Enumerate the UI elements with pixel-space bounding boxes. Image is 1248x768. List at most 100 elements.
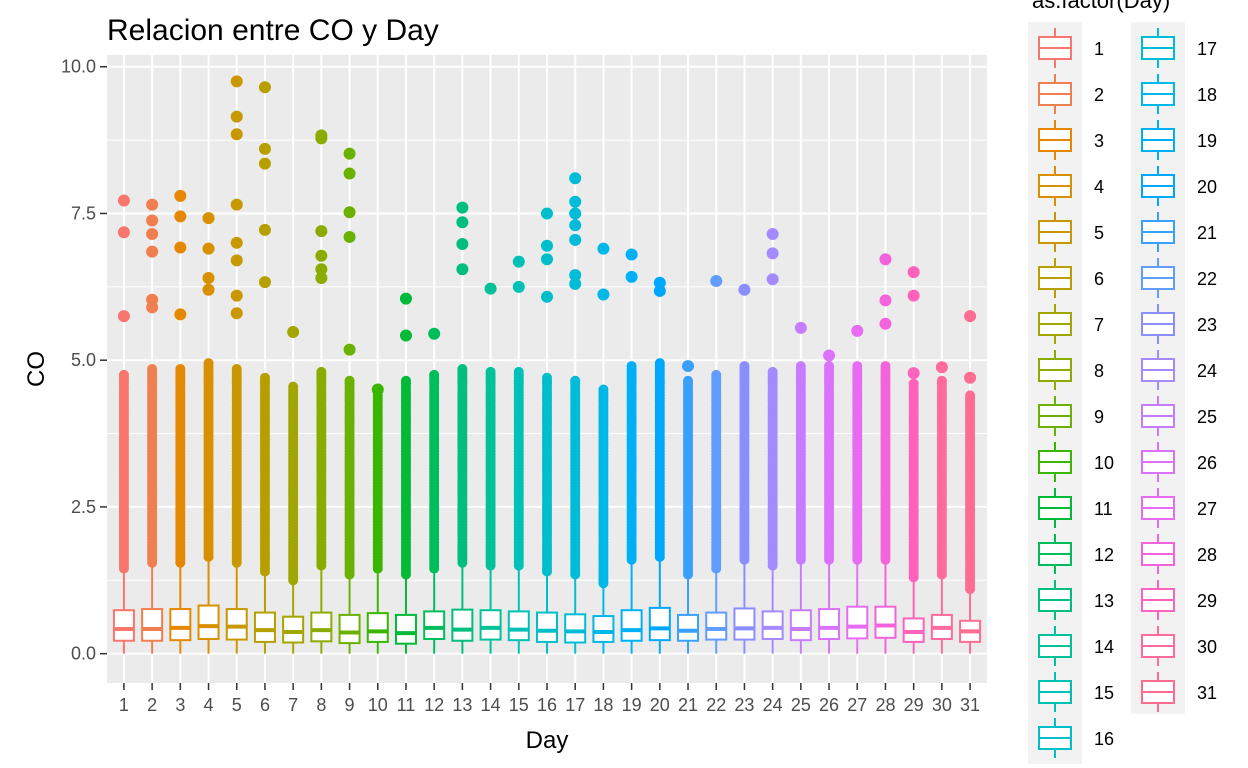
x-tick-label: 20 bbox=[650, 695, 670, 715]
legend-item-17: 17 bbox=[1141, 28, 1217, 68]
x-tick-label: 14 bbox=[481, 695, 501, 715]
box-9 bbox=[338, 147, 361, 654]
box-body bbox=[451, 608, 474, 642]
outlier-point bbox=[230, 307, 243, 320]
legend-label: 28 bbox=[1197, 545, 1217, 565]
outlier-point bbox=[485, 366, 496, 377]
legend-label: 17 bbox=[1197, 39, 1217, 59]
legend-title: as.factor(Day) bbox=[1032, 0, 1170, 13]
legend-item-13: 13 bbox=[1038, 580, 1114, 620]
chart-title: Relacion entre CO y Day bbox=[107, 14, 439, 47]
outlier-point bbox=[569, 207, 582, 220]
box-4 bbox=[197, 212, 220, 654]
outlier-point bbox=[880, 361, 891, 372]
legend-item-23: 23 bbox=[1141, 304, 1217, 344]
outlier-point bbox=[117, 226, 130, 239]
x-tick-label: 26 bbox=[819, 695, 839, 715]
outlier-point bbox=[230, 236, 243, 249]
box-26 bbox=[818, 349, 841, 654]
outlier-point bbox=[456, 216, 469, 229]
legend-label: 6 bbox=[1094, 269, 1104, 289]
legend-item-5: 5 bbox=[1038, 212, 1104, 252]
box-body bbox=[648, 606, 671, 642]
outlier-point bbox=[202, 283, 215, 296]
outlier-point bbox=[570, 375, 581, 386]
box-body bbox=[423, 610, 446, 640]
legend-item-24: 24 bbox=[1141, 350, 1217, 390]
outlier-point bbox=[343, 147, 356, 160]
x-tick-label: 3 bbox=[175, 695, 185, 715]
outlier-point bbox=[343, 167, 356, 180]
outlier-point bbox=[146, 214, 159, 227]
legend-item-3: 3 bbox=[1038, 120, 1104, 160]
outlier-point bbox=[428, 327, 441, 340]
outlier-point bbox=[258, 276, 271, 289]
box-body bbox=[592, 615, 615, 643]
box-15 bbox=[507, 255, 530, 654]
legend-label: 12 bbox=[1094, 545, 1114, 565]
outlier-point bbox=[569, 233, 582, 246]
legend-item-6: 6 bbox=[1038, 258, 1104, 298]
box-body bbox=[818, 608, 841, 640]
legend-label: 7 bbox=[1094, 315, 1104, 335]
box-30 bbox=[930, 361, 953, 654]
legend-item-2: 2 bbox=[1038, 74, 1104, 114]
outlier-point bbox=[146, 228, 159, 241]
outlier-point bbox=[287, 326, 300, 339]
outlier-point bbox=[230, 75, 243, 88]
x-tick-label: 22 bbox=[706, 695, 726, 715]
outlier-point bbox=[824, 361, 835, 372]
outlier-point bbox=[315, 272, 328, 285]
outlier-point bbox=[231, 364, 242, 374]
outlier-point bbox=[457, 364, 468, 374]
box-body bbox=[338, 613, 361, 645]
x-axis: 1 2 3 4 5 6 7 8 9 10 11 12 13 14 15 16 17 18 19 20 21 22 23 24 2… bbox=[119, 683, 980, 715]
outlier-point bbox=[739, 361, 750, 372]
outlier-point bbox=[512, 280, 525, 293]
legend: 1234567891011121314151617181920212223242… bbox=[1028, 22, 1217, 764]
box-body bbox=[677, 613, 700, 642]
legend-item-18: 18 bbox=[1141, 74, 1217, 114]
x-tick-label: 31 bbox=[960, 695, 980, 715]
outlier-point bbox=[794, 321, 807, 334]
box-14 bbox=[479, 282, 502, 654]
x-tick-label: 18 bbox=[593, 695, 613, 715]
box-16 bbox=[536, 207, 558, 654]
outlier-point bbox=[569, 219, 582, 232]
x-tick-label: 9 bbox=[345, 695, 355, 715]
legend-item-21: 21 bbox=[1141, 212, 1217, 252]
outlier-point bbox=[907, 367, 920, 380]
box-7 bbox=[282, 326, 305, 654]
outlier-point bbox=[174, 210, 187, 223]
outlier-point bbox=[146, 245, 159, 258]
box-body bbox=[507, 610, 530, 642]
x-tick-label: 23 bbox=[734, 695, 754, 715]
outlier-point bbox=[710, 274, 723, 287]
box-20 bbox=[648, 276, 671, 654]
outlier-point bbox=[598, 384, 609, 395]
outlier-point bbox=[258, 157, 271, 170]
outlier-point bbox=[203, 358, 214, 369]
outlier-point bbox=[907, 266, 920, 279]
outlier-point bbox=[429, 369, 440, 380]
box-body bbox=[141, 608, 164, 642]
x-tick-label: 11 bbox=[397, 695, 416, 715]
y-axis-title: CO bbox=[23, 351, 50, 387]
legend-item-29: 29 bbox=[1141, 580, 1217, 620]
legend-item-22: 22 bbox=[1141, 258, 1217, 298]
outlier-point bbox=[288, 381, 299, 392]
box-body bbox=[789, 609, 812, 642]
x-tick-label: 19 bbox=[622, 695, 642, 715]
box-body bbox=[705, 611, 728, 641]
legend-item-31: 31 bbox=[1141, 672, 1217, 712]
outlier-point bbox=[964, 310, 977, 323]
outlier-point bbox=[315, 225, 328, 238]
outlier-point bbox=[767, 366, 778, 377]
outlier-point bbox=[683, 375, 694, 386]
outlier-point bbox=[541, 207, 553, 220]
x-tick-label: 7 bbox=[288, 695, 298, 715]
outlier-point bbox=[597, 288, 610, 301]
box-body bbox=[169, 608, 192, 642]
box-body bbox=[197, 604, 220, 640]
outlier-point bbox=[230, 110, 243, 123]
